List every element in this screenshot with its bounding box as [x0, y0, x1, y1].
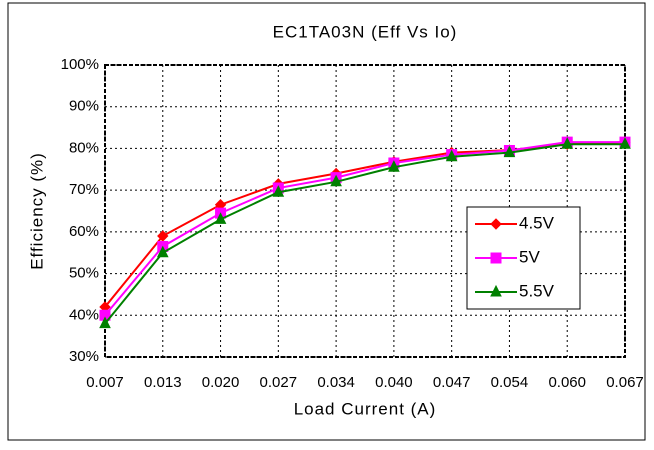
- y-tick-label: 40%: [69, 306, 99, 323]
- marker: [99, 316, 111, 329]
- marker: [561, 137, 574, 149]
- marker: [619, 137, 631, 149]
- plot-border: [104, 64, 626, 358]
- x-tick-label: 0.054: [491, 374, 529, 391]
- y-axis-label: Efficiency (%): [27, 152, 46, 270]
- marker: [99, 309, 111, 321]
- x-tick-label: 0.067: [606, 374, 644, 391]
- x-tick-label: 0.047: [433, 374, 471, 391]
- x-tick-label: 0.027: [260, 374, 298, 391]
- x-tick-label: 0.040: [375, 374, 413, 391]
- y-tick-label: 100%: [61, 56, 99, 73]
- y-tick-label: 30%: [69, 348, 99, 365]
- legend-label: 4.5V: [519, 213, 555, 232]
- y-tick-label: 50%: [69, 265, 99, 282]
- marker: [272, 185, 285, 197]
- series-line: [104, 143, 625, 325]
- x-tick-label: 0.020: [202, 374, 240, 391]
- series-line: [104, 141, 625, 316]
- marker: [503, 145, 516, 158]
- y-tick-label: 60%: [69, 223, 99, 240]
- legend-label: 5V: [519, 247, 540, 266]
- marker: [330, 174, 342, 187]
- y-tick-label: 80%: [69, 139, 99, 156]
- legend-marker: [490, 218, 502, 230]
- x-tick-label: 0.007: [86, 374, 124, 391]
- x-axis-label: Load Current (A): [294, 399, 437, 418]
- marker: [156, 245, 169, 258]
- marker: [388, 160, 400, 172]
- legend-label: 5.5V: [519, 281, 555, 300]
- legend-marker: [490, 252, 502, 264]
- x-tick-label: 0.013: [144, 374, 182, 391]
- chart-title: EC1TA03N (Eff Vs Io): [273, 22, 458, 41]
- legend-marker: [490, 284, 502, 297]
- marker: [445, 149, 458, 162]
- marker: [214, 212, 227, 224]
- x-tick-label: 0.060: [548, 374, 586, 391]
- x-tick-label: 0.034: [317, 374, 355, 391]
- y-tick-label: 70%: [69, 181, 99, 198]
- y-tick-label: 90%: [69, 98, 99, 115]
